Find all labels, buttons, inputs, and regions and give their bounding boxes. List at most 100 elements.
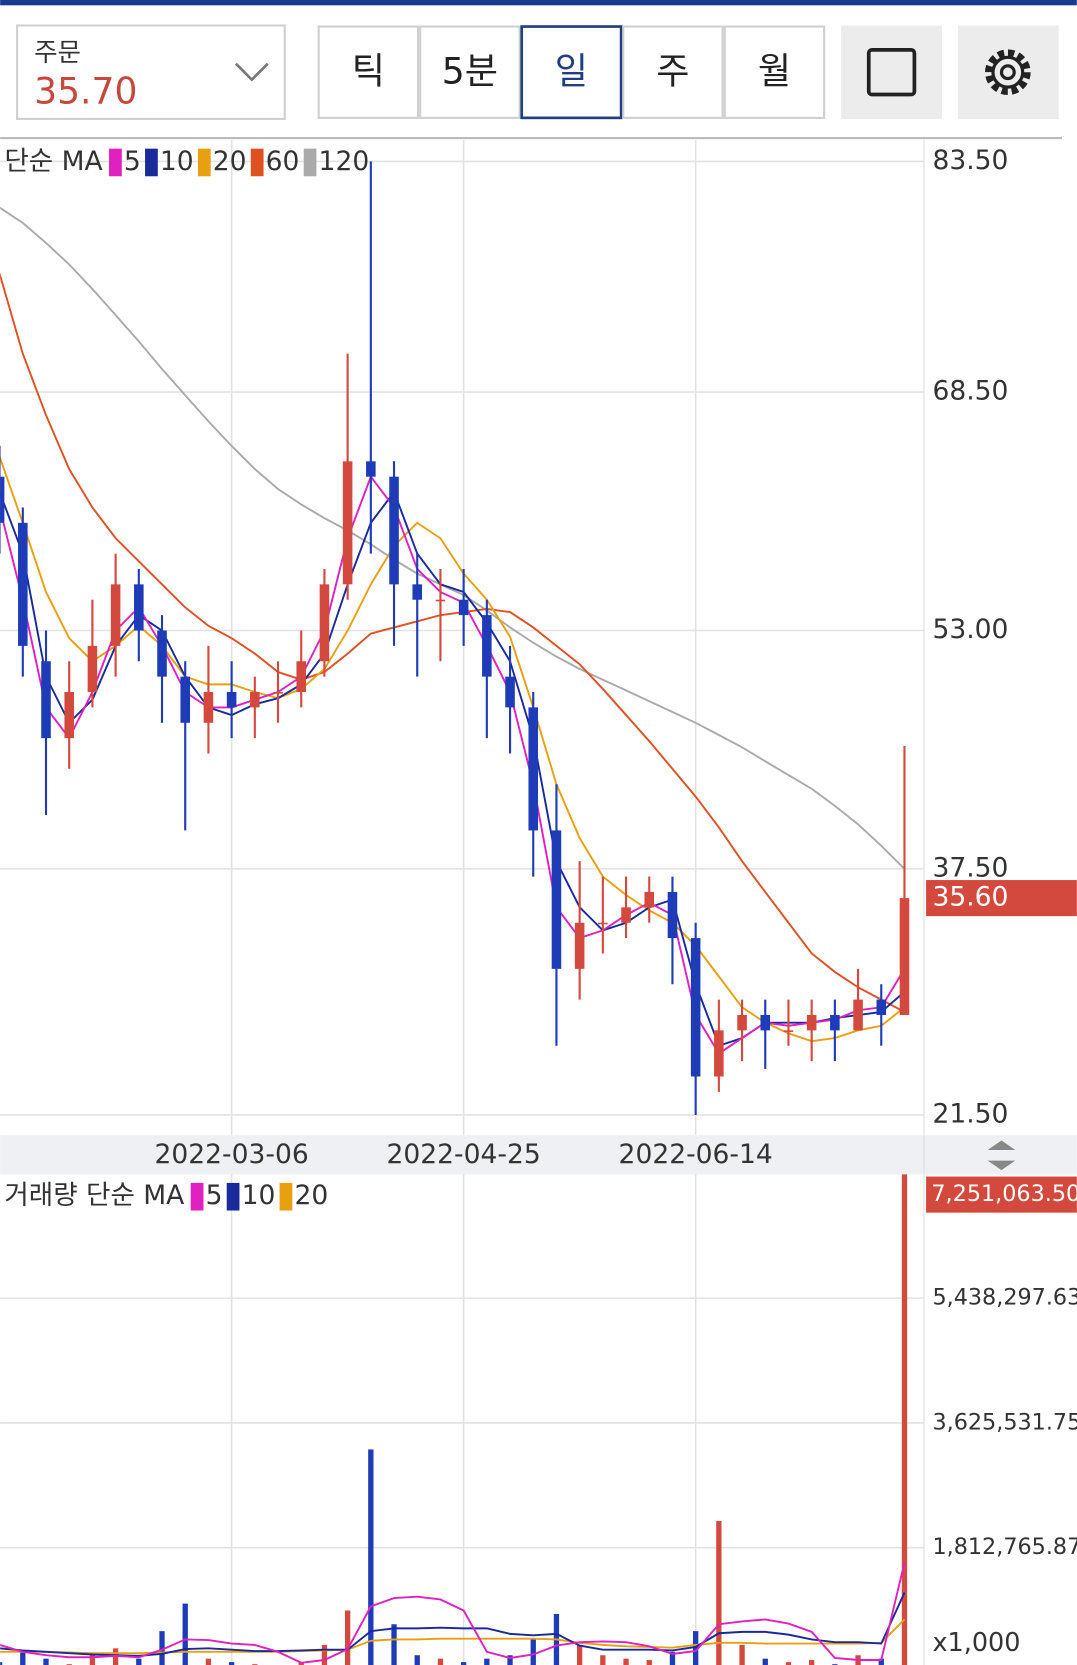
gear-teeth: [985, 49, 1031, 96]
y-tick-label: 5,438,297.631: [932, 1285, 1077, 1311]
candle-body: [134, 584, 144, 631]
candle-body: [64, 692, 74, 739]
period-tab[interactable]: 주: [622, 25, 724, 119]
volume-plot: [0, 1174, 908, 1665]
candle-body: [853, 999, 863, 1031]
legend-swatch: [303, 148, 317, 177]
candle-body: [342, 461, 353, 585]
candle-body: [644, 891, 655, 908]
gear-body: [991, 55, 1025, 89]
legend-label: 60: [266, 146, 300, 177]
candle-body: [598, 922, 608, 925]
resize-handle[interactable]: [987, 1140, 1016, 1171]
volume-bar: [623, 1658, 629, 1665]
period-tab[interactable]: 5분: [419, 25, 521, 119]
tab-label: 월: [758, 49, 791, 92]
candle-body: [273, 692, 283, 694]
legend-title: 거래량 단순 MA: [4, 1180, 184, 1211]
date-strip: [0, 1135, 1077, 1175]
legend-swatch: [109, 148, 122, 177]
period-tab[interactable]: 일: [520, 25, 623, 120]
tab-label: 틱: [352, 49, 385, 92]
price-plot: [0, 161, 910, 1115]
legend-swatch: [145, 148, 158, 177]
legend-label: 20: [213, 146, 247, 177]
candle-body: [203, 692, 214, 723]
candle-body: [18, 522, 28, 646]
order-label: 주문: [34, 38, 81, 68]
x-tick-label: 2022-03-06: [155, 1139, 309, 1170]
volume-bar: [321, 1644, 328, 1665]
volume-bar: [785, 1662, 792, 1665]
current-price-box: [926, 880, 1077, 917]
tab-label: 일: [555, 49, 588, 92]
candle-body: [482, 615, 492, 677]
current-volume-box: [926, 1176, 1077, 1213]
dropdown-chevron: [234, 62, 269, 82]
candle-body: [760, 1014, 771, 1031]
candle-body: [226, 692, 237, 708]
order-box[interactable]: 주문 35.70: [16, 24, 286, 120]
square-icon: [866, 48, 917, 97]
y-tick-label: 1,812,765.877: [932, 1534, 1077, 1560]
candle-body: [667, 891, 678, 939]
legend-swatch: [190, 1182, 204, 1211]
gear-hole: [999, 64, 1016, 81]
candle-body: [41, 661, 51, 739]
candle-body: [87, 645, 98, 693]
volume-bar: [368, 1449, 374, 1665]
tab-frame: [419, 25, 521, 119]
ma-line: [0, 456, 906, 1043]
current-volume-label: 7,251,063.508: [931, 1181, 1077, 1207]
legend-swatch: [250, 148, 264, 177]
tab-frame: [317, 25, 420, 119]
ma-line: [0, 206, 906, 870]
candle-body: [714, 1030, 724, 1077]
x-tick-label: 2022-06-14: [619, 1139, 773, 1170]
volume-bar: [507, 1655, 513, 1665]
button-bg: [841, 25, 943, 119]
volume-bar: [344, 1610, 351, 1665]
ma-line: [0, 273, 905, 1013]
candle-body: [737, 1014, 747, 1031]
settings-button[interactable]: [957, 25, 1059, 119]
candle-body: [389, 476, 399, 585]
ma-line: [0, 490, 906, 1047]
candle-body: [528, 707, 539, 831]
legend: 거래량 단순 MA 5 10 20: [4, 1180, 328, 1211]
volume-grid: [0, 1174, 924, 1665]
volume-bar: [43, 1658, 49, 1665]
volume-bar: [205, 1658, 212, 1665]
top-bar: [0, 0, 1077, 6]
candle-body: [899, 898, 910, 1015]
legend-label: 20: [294, 1180, 328, 1211]
candle-body: [366, 461, 376, 477]
legend-label: 120: [319, 146, 370, 177]
volume-bar: [716, 1521, 722, 1665]
volume-bar: [901, 1174, 908, 1665]
legend-swatch: [226, 1182, 240, 1211]
volume-ma-line: [0, 1618, 906, 1655]
legend-label: 5: [206, 1180, 223, 1211]
candle-body: [435, 599, 446, 602]
tab-label: 5분: [442, 49, 498, 92]
legend-label: 10: [242, 1180, 276, 1211]
volume-bar: [460, 1662, 467, 1665]
unit-label: x1,000: [932, 1628, 1020, 1658]
y-tick-label: 21.50: [932, 1098, 1008, 1129]
layout-button[interactable]: [841, 25, 943, 119]
tab-frame: [520, 25, 623, 120]
period-tab[interactable]: 월: [723, 25, 826, 119]
candle-body: [621, 907, 631, 923]
period-tab[interactable]: 틱: [317, 25, 420, 119]
current-price-label: 35.60: [932, 882, 1008, 913]
volume-bar: [182, 1603, 188, 1665]
candle-body: [157, 630, 167, 677]
volume-bar: [878, 1658, 884, 1665]
y-tick-label: 53.00: [932, 614, 1008, 645]
x-tick-label: 2022-04-25: [387, 1139, 541, 1170]
volume-bar: [89, 1655, 96, 1665]
axis-labels: 21.50 37.50 53.00 68.50 83.50 2022-03-06 2022-…: [4, 145, 1077, 1658]
legend-swatch: [279, 1182, 293, 1211]
candle-body: [110, 584, 121, 646]
